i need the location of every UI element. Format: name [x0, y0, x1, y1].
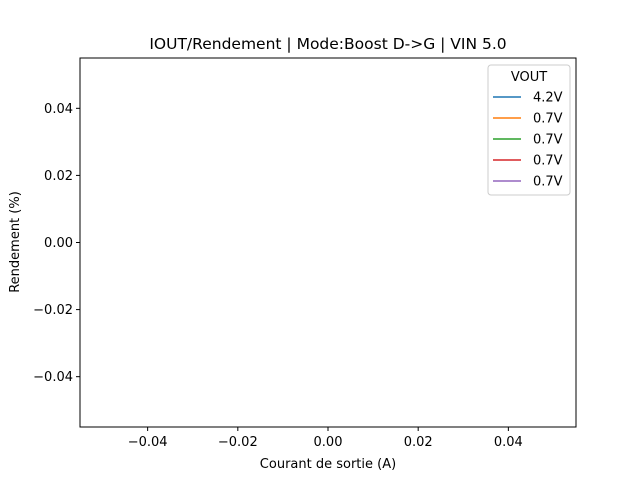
- legend-label-1: 4.2V: [533, 91, 563, 106]
- x-axis-label: Courant de sortie (A): [260, 457, 396, 472]
- y-tick-label: 0.02: [44, 169, 73, 184]
- x-axis: −0.04 −0.02 0.00 0.02 0.04: [128, 427, 523, 450]
- legend-title: VOUT: [511, 70, 547, 85]
- x-tick-label: −0.02: [218, 435, 258, 450]
- x-tick-label: 0.02: [404, 435, 433, 450]
- y-axis-label: Rendement (%): [8, 191, 23, 293]
- legend: VOUT 4.2V 0.7V 0.7V 0.7V 0.7V: [487, 64, 571, 196]
- y-tick-label: 0.04: [44, 102, 73, 117]
- legend-label-3: 0.7V: [533, 133, 563, 148]
- legend-label-5: 0.7V: [533, 175, 563, 190]
- y-axis: 0.04 0.02 0.00 −0.02 −0.04: [33, 102, 80, 385]
- legend-entries: 4.2V 0.7V 0.7V 0.7V 0.7V: [493, 91, 563, 190]
- x-tick-label: −0.04: [128, 435, 168, 450]
- y-tick-label: −0.04: [33, 370, 73, 385]
- x-tick-label: 0.04: [494, 435, 523, 450]
- x-tick-label: 0.00: [314, 435, 343, 450]
- legend-label-4: 0.7V: [533, 154, 563, 169]
- y-tick-label: 0.00: [44, 236, 73, 251]
- chart-title: IOUT/Rendement | Mode:Boost D->G | VIN 5…: [149, 35, 506, 53]
- y-tick-label: −0.02: [33, 303, 73, 318]
- legend-label-2: 0.7V: [533, 112, 563, 127]
